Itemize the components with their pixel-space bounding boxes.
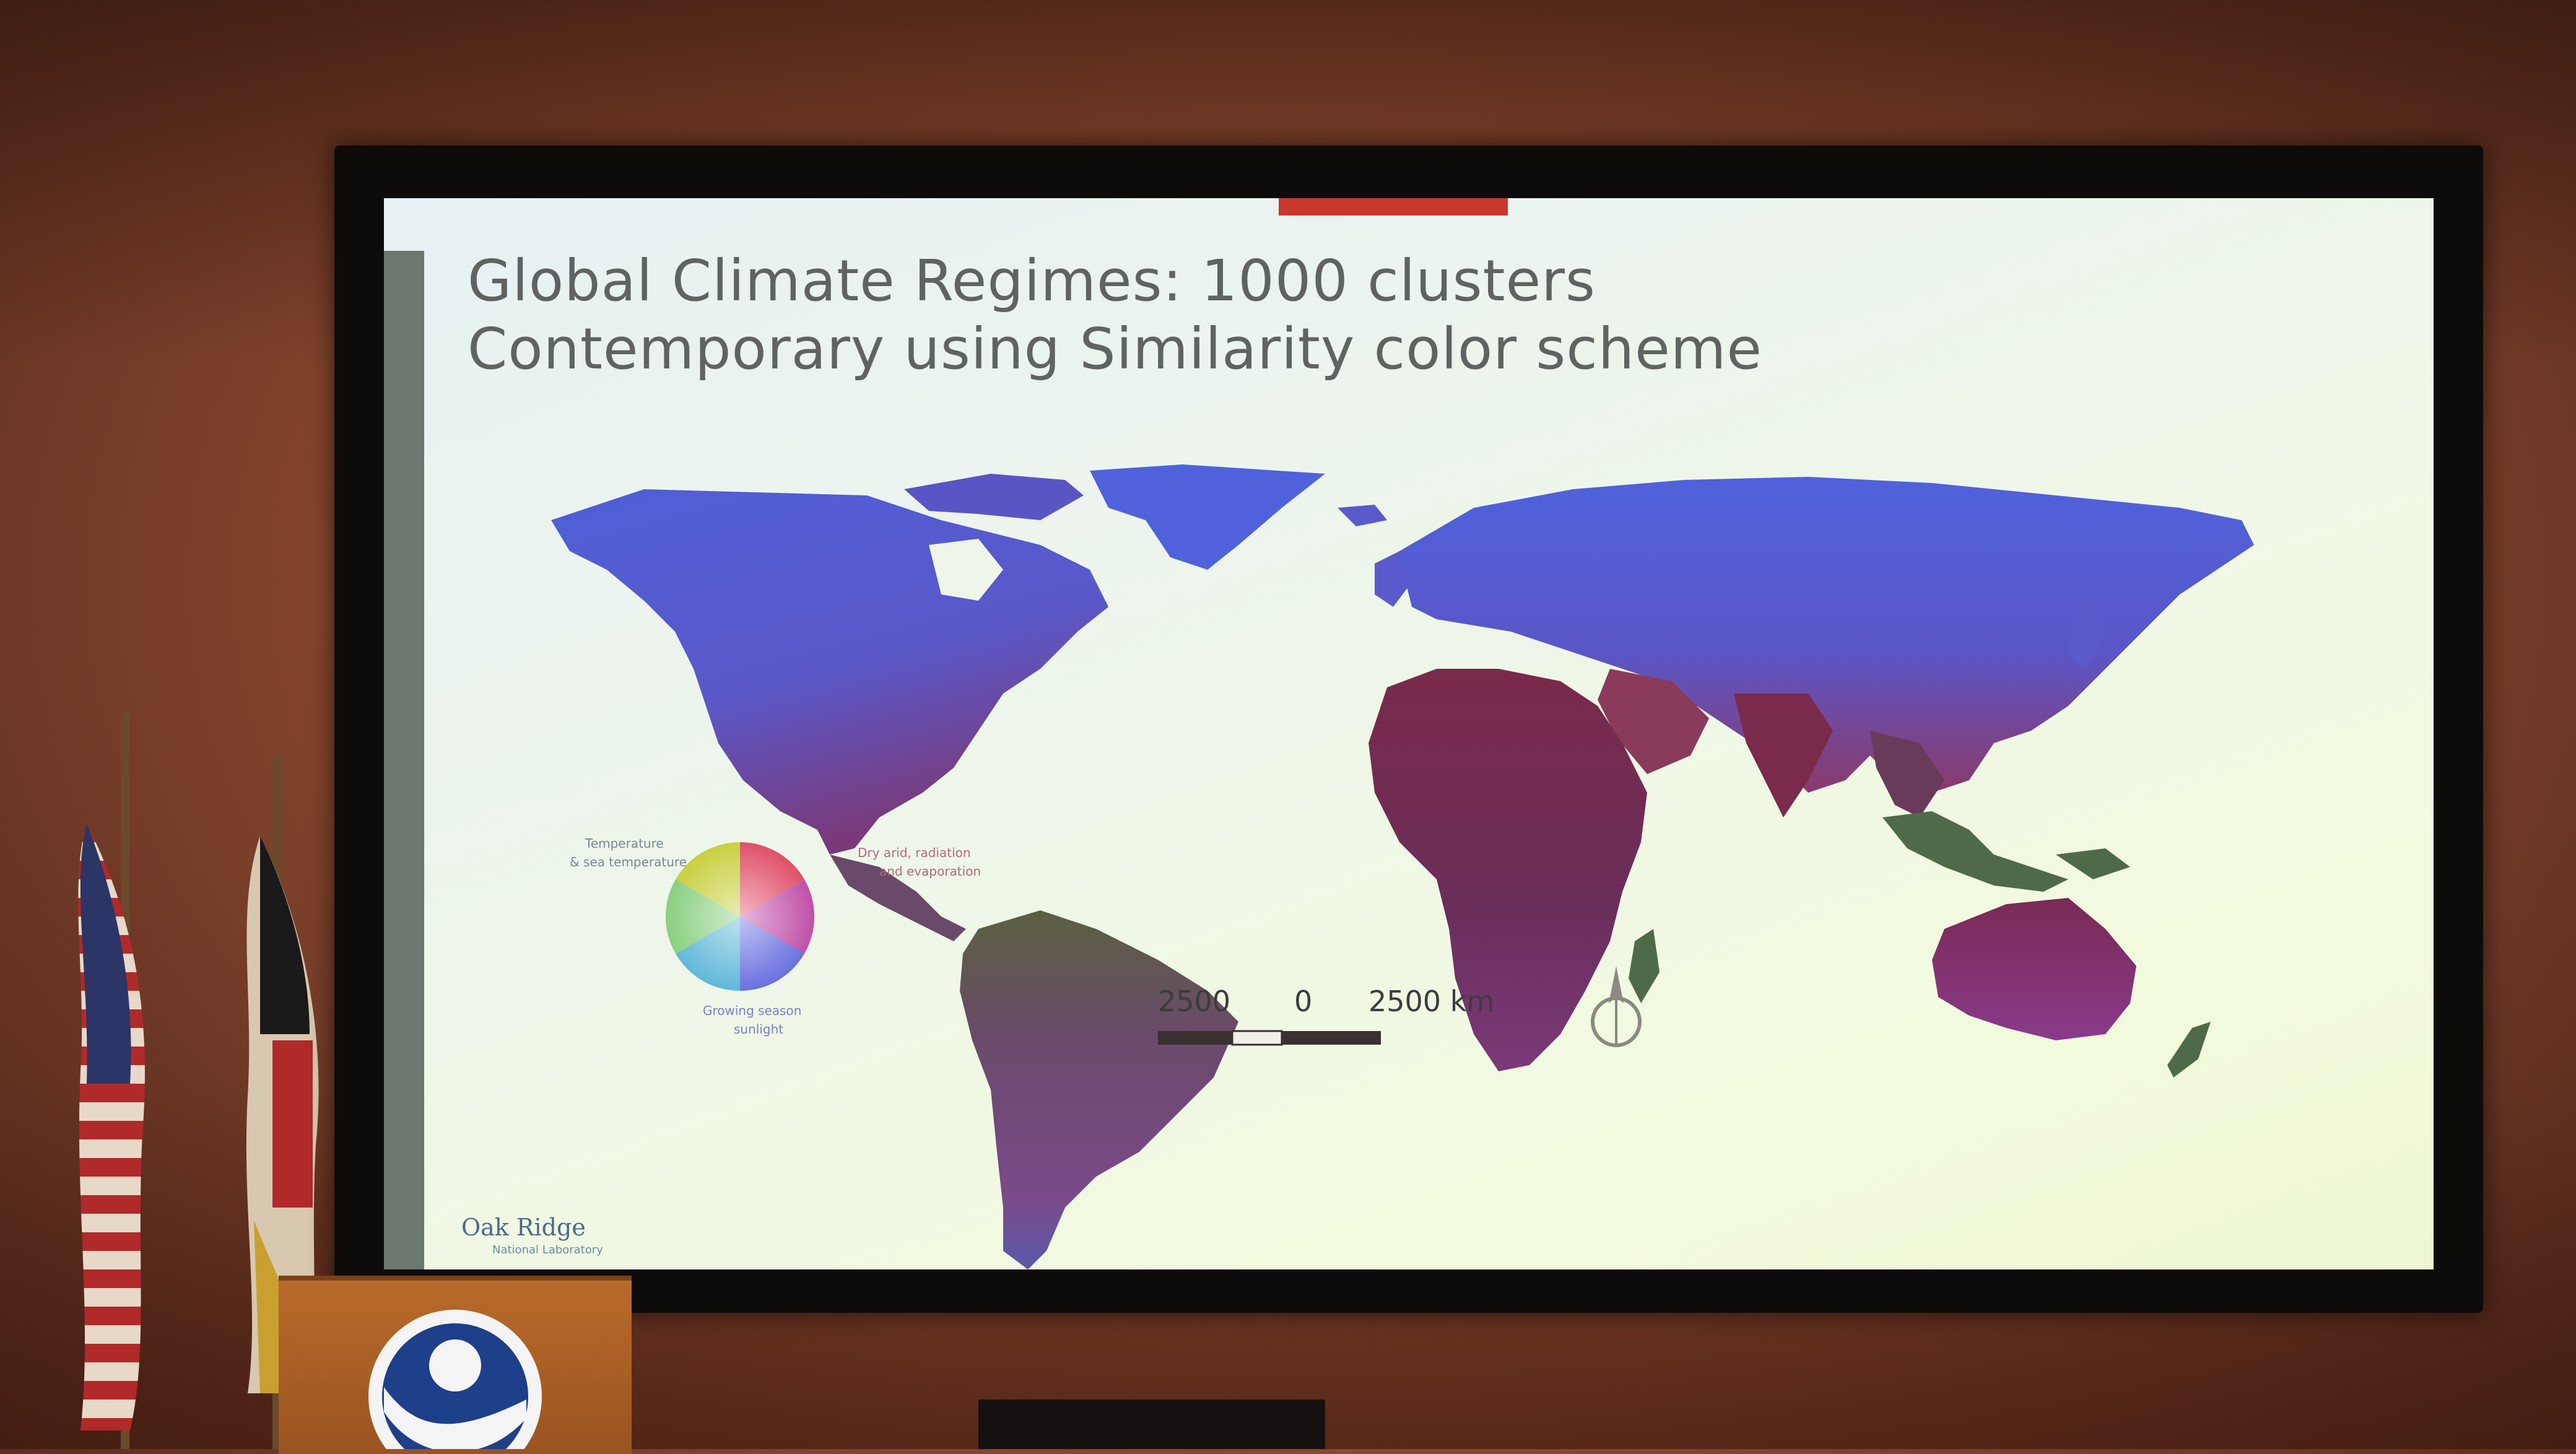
southeast-asia: [1870, 731, 1944, 817]
madagascar: [1629, 929, 1660, 1003]
slide-subtitle: Contemporary using Similarity color sche…: [468, 316, 1762, 382]
scale-label-left: 2500: [1158, 985, 1231, 1018]
legend-label-growing: Growing season: [703, 1003, 802, 1018]
us-flag-icon: [78, 824, 145, 1430]
legend-label-temperature-sub: & sea temperature: [570, 855, 687, 869]
scale-bar: [1158, 1030, 1381, 1046]
world-map: [551, 464, 2254, 1269]
new-guinea: [2056, 848, 2130, 879]
indonesia-islands: [1882, 811, 2068, 892]
presentation-slide: Global Climate Regimes: 1000 clusters Co…: [384, 198, 2434, 1269]
legend-label-dry-sub: and evaporation: [879, 864, 981, 879]
scale-label-right: 2500 km: [1368, 985, 1495, 1018]
arabian-peninsula: [1598, 669, 1709, 774]
slide-title: Global Climate Regimes: 1000 clusters: [468, 248, 1596, 314]
south-america-landmass: [960, 910, 1238, 1269]
color-wheel-icon: [665, 842, 815, 991]
indian-subcontinent: [1734, 694, 1833, 817]
hudson-bay: [929, 539, 1003, 601]
australia-landmass: [1932, 898, 2136, 1040]
lab-logo-text: Oak Ridge: [461, 1214, 586, 1241]
noaa-logo-icon: [368, 1310, 542, 1449]
legend-label-dry: Dry arid, radiation: [858, 845, 971, 860]
central-america: [830, 855, 966, 941]
iceland: [1338, 505, 1387, 526]
north-arrow-icon: [1591, 966, 1642, 1047]
arctic-islands: [904, 474, 1084, 520]
japan: [2068, 594, 2105, 669]
projector-stand: [978, 1400, 1325, 1449]
new-zealand: [2167, 1022, 2211, 1077]
legend-label-growing-sub: sunlight: [734, 1022, 784, 1037]
eurasia-landmass: [1399, 477, 2254, 793]
slide-accent-bar: [1279, 198, 1508, 215]
north-america-landmass: [551, 489, 1108, 855]
slide-side-bar: [384, 251, 424, 1269]
greenland-landmass: [1090, 464, 1325, 570]
lab-logo-subtext: National Laboratory: [492, 1243, 603, 1256]
scale-label-middle: 0: [1294, 985, 1313, 1018]
africa-landmass: [1368, 669, 1647, 1071]
legend-label-temperature: Temperature: [585, 836, 664, 851]
